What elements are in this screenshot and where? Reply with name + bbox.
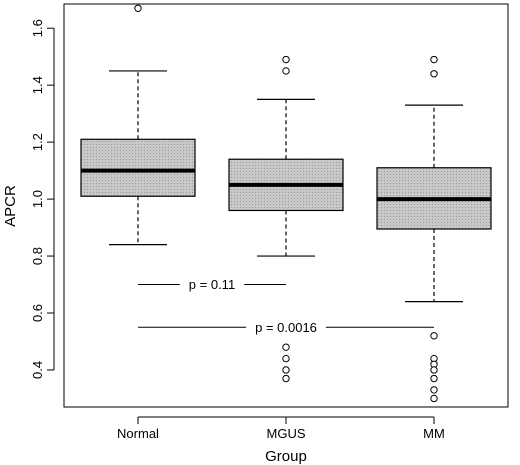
p-value-text: p = 0.0016 <box>255 320 317 335</box>
box-normal <box>80 4 196 246</box>
outlier-point <box>282 343 290 351</box>
y-tick-label: 0.4 <box>30 361 45 379</box>
outlier-point <box>430 394 438 403</box>
y-tick-label: 1.6 <box>30 19 45 37</box>
outlier-point <box>430 366 438 374</box>
y-tick-label: 1.4 <box>30 76 45 94</box>
x-axis-label: Group <box>265 448 307 465</box>
iqr-box <box>80 138 196 197</box>
outlier-point <box>430 386 438 394</box>
y-axis: 0.4 0.6 0.8 1.0 1.2 1.4 1.6 <box>30 19 55 379</box>
outlier-point <box>282 55 290 64</box>
plot-frame <box>63 3 509 408</box>
outlier-point <box>282 366 290 374</box>
box-mm <box>376 55 492 403</box>
outlier-point <box>430 374 438 383</box>
outlier-point <box>430 332 438 340</box>
x-axis: Normal MGUS MM <box>117 416 445 441</box>
annotations-layer: p = 0.11 p = 0.0016 <box>138 277 434 335</box>
y-tick-label: 1.0 <box>30 190 45 208</box>
outlier-point <box>430 70 438 78</box>
x-tick-label: MGUS <box>267 426 306 441</box>
outlier-point <box>282 354 290 363</box>
p-value-annotation: p = 0.0016 <box>138 320 434 335</box>
outlier-point <box>430 55 438 64</box>
outlier-point <box>282 67 290 75</box>
y-axis-label: APCR <box>2 185 19 227</box>
x-tick-label: MM <box>423 426 445 441</box>
x-tick-label: Normal <box>117 426 159 441</box>
boxes-layer <box>80 4 492 403</box>
outlier-point <box>134 4 142 12</box>
y-tick-label: 1.2 <box>30 133 45 151</box>
outlier-point <box>282 374 290 383</box>
box-mgus <box>228 55 344 383</box>
y-tick-label: 0.6 <box>30 304 45 322</box>
y-tick-label: 0.8 <box>30 247 45 265</box>
p-value-annotation: p = 0.11 <box>138 277 286 292</box>
p-value-text: p = 0.11 <box>189 277 235 292</box>
